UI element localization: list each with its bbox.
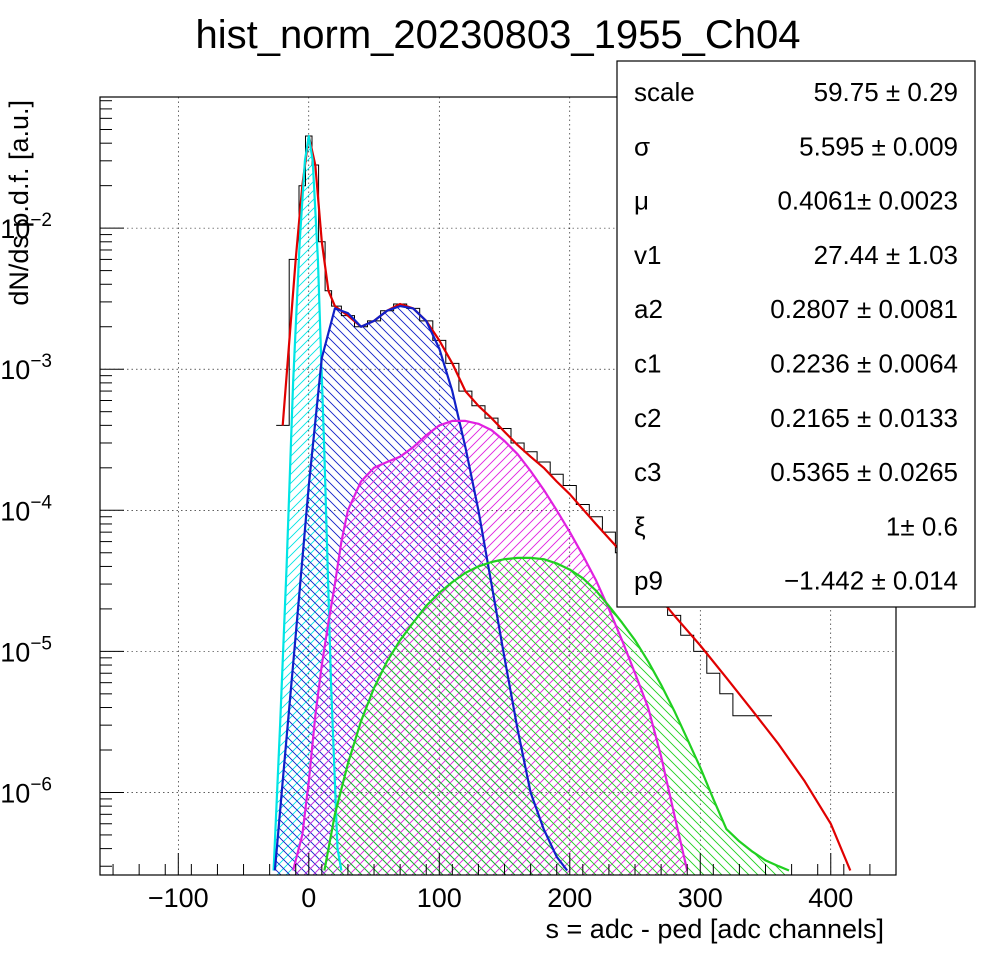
stat-name: a2	[634, 294, 663, 324]
x-tick-label: 200	[547, 883, 592, 913]
stat-value: 0.2165 ± 0.0133	[770, 403, 958, 433]
y-tick-label: 10−3	[0, 351, 52, 385]
fit-curve-1	[281, 134, 852, 871]
stat-name: scale	[634, 77, 695, 107]
stats-row: a2 0.2807 ± 0.0081	[634, 294, 958, 324]
x-tick-label: 300	[678, 883, 723, 913]
y-tick-label: 10−5	[0, 633, 52, 667]
fit-curve-5	[323, 556, 790, 872]
stat-name: σ	[634, 131, 650, 161]
histogram-layer	[276, 135, 772, 717]
fit-stats-box: scale 59.75 ± 0.29 σ 5.595 ± 0.009 μ 0.4061± …	[616, 60, 976, 608]
stats-row: c1 0.2236 ± 0.0064	[634, 349, 958, 379]
x-tick-label: 400	[808, 883, 853, 913]
stats-row: c3 0.5365 ± 0.0265	[634, 457, 958, 487]
stat-value: 5.595 ± 0.009	[799, 131, 958, 161]
stat-value: 0.2807 ± 0.0081	[770, 294, 958, 324]
y-axis-label: dN/ds p.d.f. [a.u.]	[4, 100, 34, 306]
stats-row: v1 27.44 ± 1.03	[634, 240, 958, 270]
fit-curve-3	[273, 305, 569, 872]
stat-name: c2	[634, 403, 661, 433]
fit-curve-2	[272, 134, 343, 871]
stats-row: μ 0.4061± 0.0023	[634, 186, 958, 216]
y-tick-label: 10−4	[0, 492, 52, 526]
x-tick-label: −100	[148, 883, 209, 913]
y-tick-label: 10−2	[0, 210, 52, 244]
stat-value: 59.75 ± 0.29	[814, 77, 958, 107]
stats-rows: scale 59.75 ± 0.29 σ 5.595 ± 0.009 μ 0.4061± …	[634, 77, 958, 596]
axis-layer: −100 0 100 200 300 400 10−6 10−5 10−4 10−3 10−2	[0, 100, 897, 913]
stat-name: c3	[634, 457, 661, 487]
histogram-series-0	[276, 135, 772, 717]
stat-name: μ	[634, 186, 649, 216]
curve-layer	[272, 134, 852, 872]
stat-name: c1	[634, 349, 661, 379]
chart-title: hist_norm_20230803_1955_Ch04	[196, 13, 801, 57]
stat-value: −1.442 ± 0.014	[784, 566, 958, 596]
stat-name: ξ	[634, 511, 646, 541]
stat-value: 0.4061± 0.0023	[777, 186, 958, 216]
stat-name: v1	[634, 240, 661, 270]
x-tick-label: 100	[417, 883, 462, 913]
stat-value: 27.44 ± 1.03	[814, 240, 958, 270]
stats-row: σ 5.595 ± 0.009	[634, 131, 958, 161]
stat-value: 1± 0.6	[886, 511, 958, 541]
stats-box-frame	[616, 60, 976, 608]
component-fill-5	[324, 557, 789, 875]
stats-row: scale 59.75 ± 0.29	[634, 77, 958, 107]
stats-row: c2 0.2165 ± 0.0133	[634, 403, 958, 433]
stat-value: 0.5365 ± 0.0265	[770, 457, 958, 487]
x-tick-label: 0	[301, 883, 316, 913]
stat-value: 0.2236 ± 0.0064	[770, 349, 958, 379]
stats-row: ξ 1± 0.6	[634, 511, 958, 541]
fit-curve-4	[292, 419, 689, 871]
stat-name: p9	[634, 566, 663, 596]
y-tick-label: 10−6	[0, 774, 52, 808]
stats-row: p9 −1.442 ± 0.014	[634, 566, 958, 596]
x-axis-label: s = adc - ped [adc channels]	[546, 914, 884, 944]
